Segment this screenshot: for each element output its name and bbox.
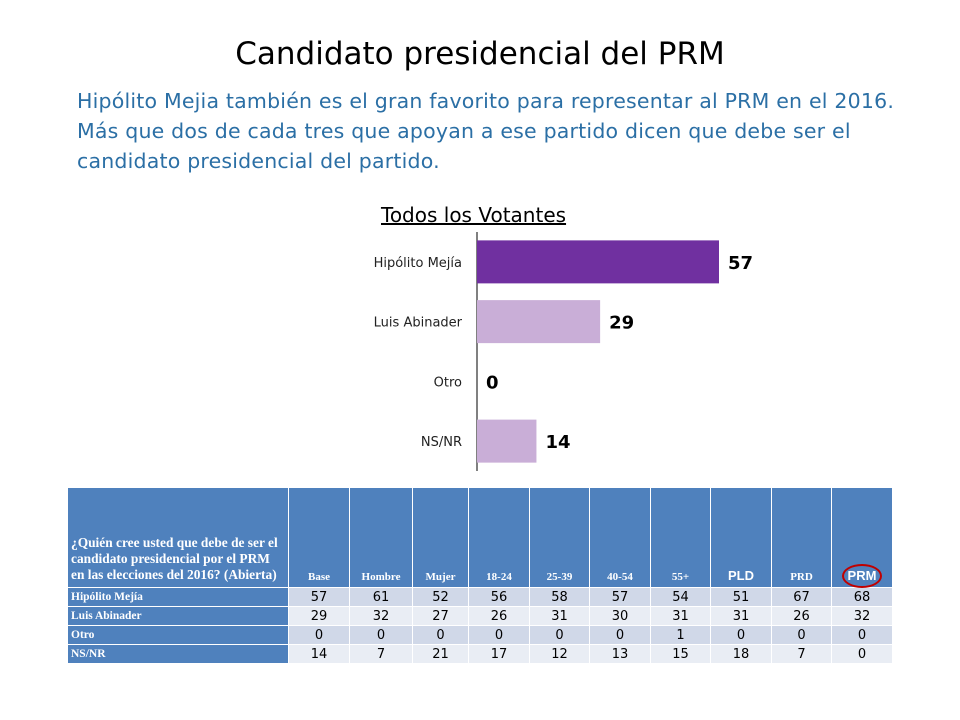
bar	[477, 240, 719, 284]
table-cell: 7	[771, 644, 832, 664]
slide-subtitle: Hipólito Mejia también es el gran favori…	[77, 89, 895, 173]
table-cell: 57	[589, 587, 651, 607]
slide-title: Candidato presidencial del PRM	[235, 36, 725, 72]
table-cell: 32	[349, 606, 413, 626]
bar	[477, 419, 537, 463]
table-cell: 18	[710, 644, 772, 664]
table-cell: 17	[468, 644, 530, 664]
table-cell: 67	[771, 587, 832, 607]
crosstab-table-wrap: ¿Quién cree usted que debe de ser el can…	[67, 487, 893, 664]
table-cell: 31	[529, 606, 590, 626]
bar	[477, 300, 601, 344]
column-header-base: Base	[288, 487, 350, 588]
prm-highlight-circle	[842, 564, 882, 588]
table-cell: 13	[589, 644, 651, 664]
table-cell: 7	[349, 644, 413, 664]
table-row: Hipólito Mejía 57 61 52 56 58 57 54 51 67 68	[67, 587, 893, 607]
bar-chart: Hipólito Mejía 57 Luis Abinader 29 Otro 0 NS/N…	[374, 232, 753, 471]
column-header-55-plus: 55+	[650, 487, 711, 588]
table-cell: 54	[650, 587, 711, 607]
column-header-mujer: Mujer	[412, 487, 469, 588]
table-cell: 61	[349, 587, 413, 607]
column-header-18-24: 18-24	[468, 487, 530, 588]
table-cell: 0	[771, 625, 832, 645]
data-label: 29	[609, 313, 634, 334]
table-cell: 1	[650, 625, 711, 645]
row-label: Otro	[67, 625, 289, 645]
table-cell: 12	[529, 644, 590, 664]
column-header-prd: PRD	[771, 487, 832, 588]
table-cell: 0	[589, 625, 651, 645]
table-cell: 0	[831, 644, 893, 664]
category-label: Otro	[434, 375, 462, 390]
table-cell: 52	[412, 587, 469, 607]
table-cell: 56	[468, 587, 530, 607]
table-cell: 58	[529, 587, 590, 607]
row-label: Luis Abinader	[67, 606, 289, 626]
table-cell: 21	[412, 644, 469, 664]
column-header-40-54: 40-54	[589, 487, 651, 588]
table-cell: 26	[771, 606, 832, 626]
table-cell: 0	[710, 625, 772, 645]
table-cell: 0	[412, 625, 469, 645]
table-cell: 0	[468, 625, 530, 645]
table-row: NS/NR 14 7 21 17 12 13 15 18 7 0	[67, 644, 893, 664]
table-cell: 32	[831, 606, 893, 626]
table-cell: 14	[288, 644, 350, 664]
table-cell: 30	[589, 606, 651, 626]
column-header-25-39: 25-39	[529, 487, 590, 588]
table-cell: 68	[831, 587, 893, 607]
table-question: ¿Quién cree usted que debe de ser el can…	[67, 487, 289, 588]
category-label: NS/NR	[421, 435, 462, 450]
data-label: 57	[728, 253, 753, 274]
table-cell: 29	[288, 606, 350, 626]
category-label: Luis Abinader	[374, 316, 463, 331]
table-cell: 51	[710, 587, 772, 607]
table-cell: 0	[288, 625, 350, 645]
table-cell: 31	[710, 606, 772, 626]
category-label: Hipólito Mejía	[374, 256, 462, 271]
crosstab-table: ¿Quién cree usted que debe de ser el can…	[67, 487, 893, 664]
table-cell: 31	[650, 606, 711, 626]
data-label: 14	[545, 432, 570, 453]
column-header-hombre: Hombre	[349, 487, 413, 588]
row-label: Hipólito Mejía	[67, 587, 289, 607]
table-cell: 57	[288, 587, 350, 607]
table-cell: 26	[468, 606, 530, 626]
table-header-row: ¿Quién cree usted que debe de ser el can…	[67, 487, 893, 588]
data-label: 0	[486, 372, 499, 393]
table-cell: 0	[529, 625, 590, 645]
chart-title: Todos los Votantes	[381, 203, 567, 227]
row-label: NS/NR	[67, 644, 289, 664]
table-body: Hipólito Mejía 57 61 52 56 58 57 54 51 67 68 Luis A…	[67, 587, 893, 664]
table-cell: 27	[412, 606, 469, 626]
column-header-prm: PRM	[831, 487, 893, 588]
column-header-pld: PLD	[710, 487, 772, 588]
table-cell: 0	[831, 625, 893, 645]
table-cell: 0	[349, 625, 413, 645]
table-row: Otro 0 0 0 0 0 0 1 0 0 0	[67, 625, 893, 645]
table-cell: 15	[650, 644, 711, 664]
table-row: Luis Abinader 29 32 27 26 31 30 31 31 26 32	[67, 606, 893, 626]
